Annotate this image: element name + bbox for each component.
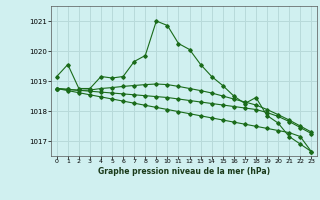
- X-axis label: Graphe pression niveau de la mer (hPa): Graphe pression niveau de la mer (hPa): [98, 167, 270, 176]
